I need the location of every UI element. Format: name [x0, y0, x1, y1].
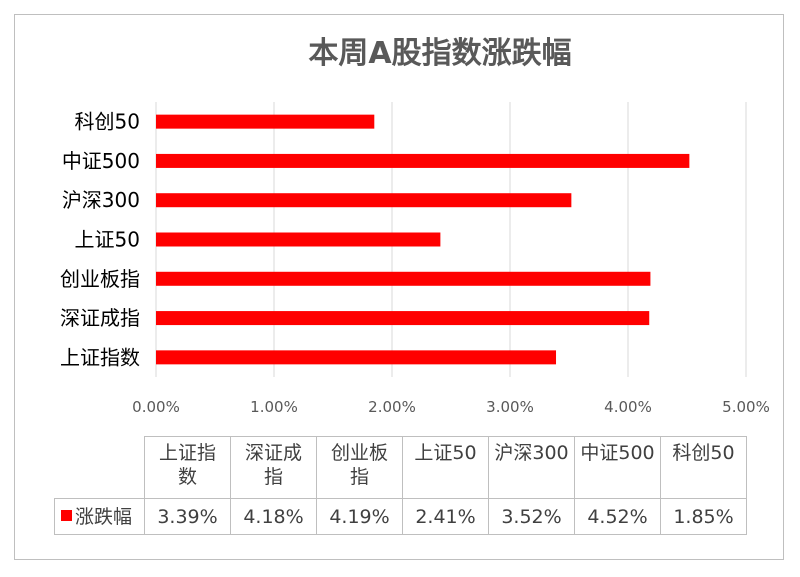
category-label: 科创50 — [75, 110, 140, 134]
data-table-value-cell: 3.52% — [488, 498, 575, 535]
x-tick-label: 0.00% — [132, 398, 180, 416]
data-table-corner — [54, 436, 145, 499]
data-table-value-cell: 4.19% — [316, 498, 403, 535]
data-table-header-cell: 上证指数 — [144, 436, 231, 499]
category-label: 上证指数 — [60, 345, 140, 369]
x-tick-label: 4.00% — [604, 398, 652, 416]
legend-label: 涨跌幅 — [75, 505, 133, 528]
data-table-header-cell: 沪深300 — [488, 436, 575, 499]
data-table-header-cell: 上证50 — [402, 436, 489, 499]
bar — [156, 311, 650, 326]
data-table-value-cell: 4.18% — [230, 498, 317, 535]
legend-entry: 涨跌幅 — [54, 498, 145, 535]
category-label: 深证成指 — [60, 306, 140, 330]
bar — [156, 271, 651, 286]
legend-swatch — [61, 509, 72, 521]
data-table: 上证指数深证成指创业板指上证50 沪深300 中证500 科创50 涨跌幅 3.39%… — [54, 436, 747, 535]
category-label: 创业板指 — [60, 267, 140, 291]
data-table-header-cell: 科创50 — [660, 436, 747, 499]
category-label: 中证500 — [62, 149, 140, 173]
data-table-value-cell: 1.85% — [660, 498, 747, 535]
x-tick-label: 2.00% — [368, 398, 416, 416]
data-table-value-cell: 3.39% — [144, 498, 231, 535]
bar — [156, 114, 375, 129]
category-label: 沪深300 — [62, 188, 140, 212]
bar — [156, 193, 572, 208]
data-table-header-row: 上证指数深证成指创业板指上证50 沪深300 中证500 科创50 — [54, 436, 747, 499]
bar — [156, 153, 690, 168]
data-table-value-cell: 4.52% — [574, 498, 661, 535]
bar — [156, 232, 441, 247]
bar — [156, 350, 557, 365]
data-table-header-cell: 创业板指 — [316, 436, 403, 499]
data-table-value-cell: 2.41% — [402, 498, 489, 535]
chart-title: 本周A股指数涨跌幅 — [308, 36, 572, 71]
data-table-value-row: 涨跌幅 3.39% 4.18% 4.19% 2.41% 3.52% 4.52% 1.85% — [54, 498, 747, 535]
x-tick-label: 3.00% — [486, 398, 534, 416]
data-table-header-cell: 深证成指 — [230, 436, 317, 499]
category-label: 上证50 — [75, 228, 140, 252]
x-tick-label: 5.00% — [722, 398, 770, 416]
data-table-header-cell: 中证500 — [574, 436, 661, 499]
x-tick-label: 1.00% — [250, 398, 298, 416]
